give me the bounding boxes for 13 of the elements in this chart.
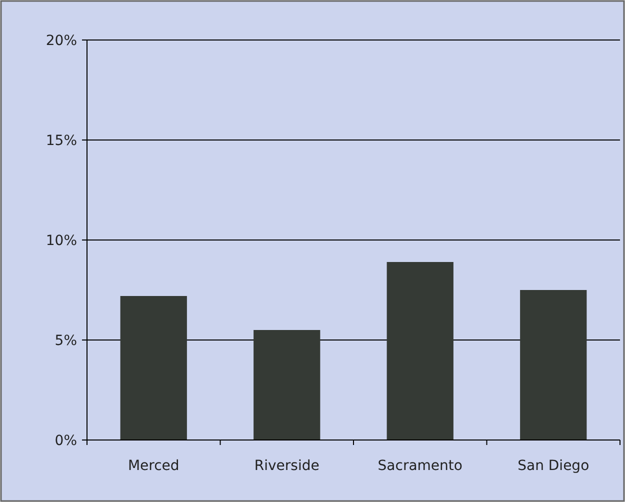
x-tick-label: Sacramento (378, 458, 462, 474)
y-tick-label: 15% (46, 132, 77, 149)
x-tick-label: San Diego (518, 458, 590, 474)
y-tick-label: 10% (46, 232, 77, 249)
y-tick-label: 0% (54, 432, 77, 449)
y-tick-label: 20% (46, 32, 77, 49)
bar (120, 296, 187, 440)
x-tick-label: Riverside (254, 458, 320, 474)
bar (254, 330, 320, 440)
x-tick-label: Merced (128, 458, 180, 474)
bar (386, 262, 454, 440)
y-tick-label: 5% (54, 332, 77, 349)
bar (520, 290, 587, 440)
